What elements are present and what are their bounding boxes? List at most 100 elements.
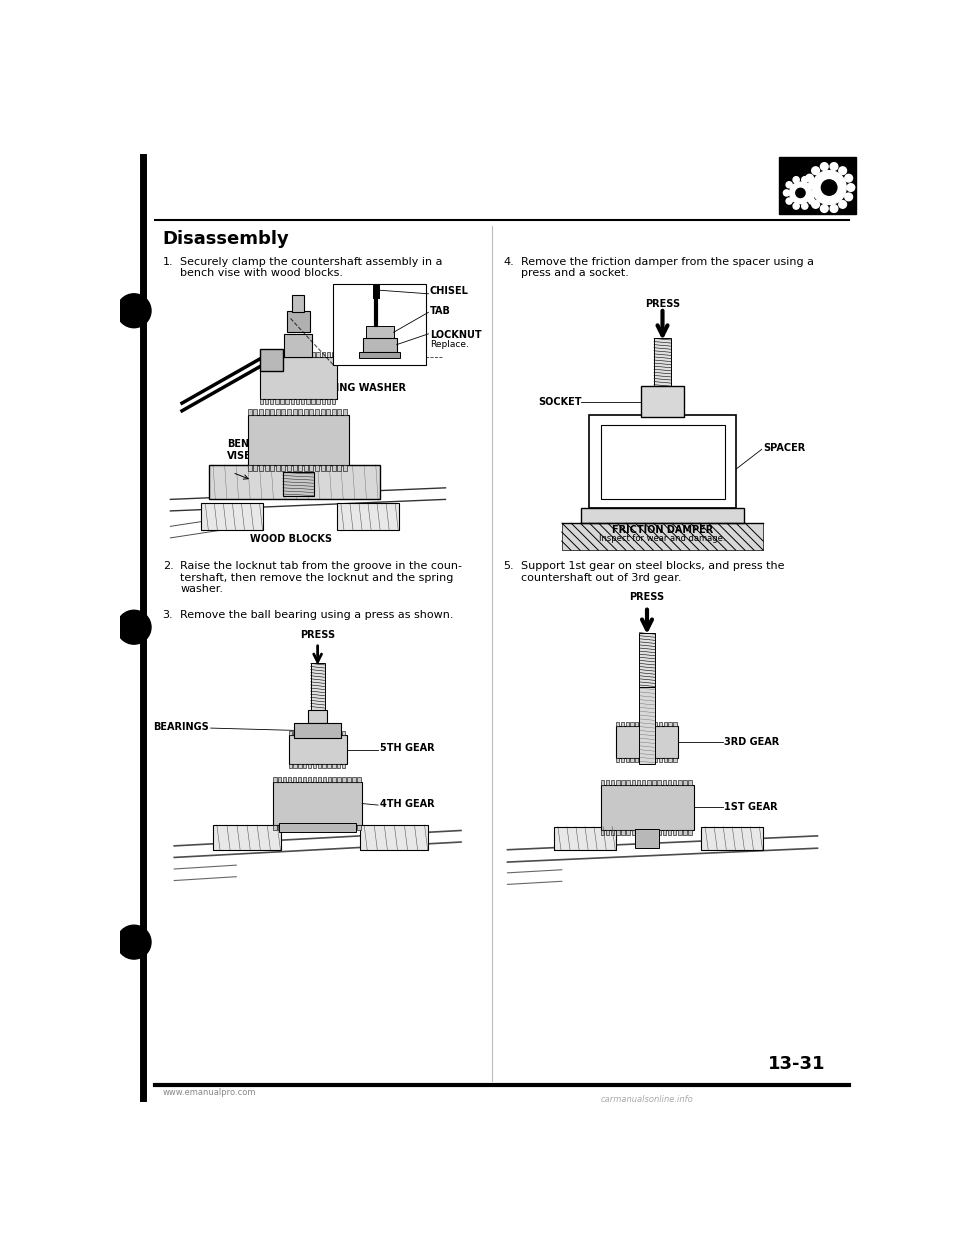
Bar	[273, 777, 276, 782]
Bar	[308, 732, 311, 735]
Bar	[289, 764, 292, 768]
Bar	[332, 399, 335, 404]
Bar	[626, 830, 630, 835]
Bar	[636, 722, 638, 725]
Bar	[299, 409, 302, 415]
Circle shape	[812, 170, 846, 205]
Bar	[317, 399, 320, 404]
Bar	[652, 780, 656, 785]
Bar	[318, 777, 321, 782]
Bar	[309, 409, 313, 415]
Bar	[641, 386, 684, 417]
Bar	[259, 356, 337, 399]
Bar	[313, 764, 316, 768]
Bar	[271, 409, 275, 415]
Text: carmanualsonline.info: carmanualsonline.info	[601, 1094, 693, 1104]
Circle shape	[821, 163, 828, 170]
Bar	[581, 508, 744, 523]
Text: Inspect for wear and damage.: Inspect for wear and damage.	[599, 534, 726, 543]
Text: www.emanualpro.com: www.emanualpro.com	[162, 1088, 256, 1098]
Bar	[287, 310, 310, 333]
Text: Support 1st gear on steel blocks, and press the: Support 1st gear on steel blocks, and pr…	[521, 561, 785, 571]
Bar	[283, 825, 286, 830]
Text: Disassembly: Disassembly	[162, 230, 289, 248]
Bar	[332, 465, 336, 471]
Bar	[337, 732, 341, 735]
Bar	[327, 732, 330, 735]
Bar	[611, 780, 614, 785]
Circle shape	[845, 193, 852, 201]
Bar	[606, 780, 610, 785]
Bar	[659, 758, 662, 761]
Bar	[281, 409, 285, 415]
Bar	[621, 758, 624, 761]
Bar	[295, 723, 341, 738]
Bar	[343, 777, 346, 782]
Bar	[337, 825, 341, 830]
Circle shape	[812, 200, 820, 209]
Bar	[280, 353, 284, 356]
Bar	[342, 732, 346, 735]
Bar	[323, 732, 325, 735]
Bar	[318, 764, 321, 768]
Bar	[303, 764, 306, 768]
Circle shape	[793, 176, 800, 183]
Bar	[337, 764, 341, 768]
Text: Replace.: Replace.	[430, 340, 468, 349]
Text: BEARINGS: BEARINGS	[154, 722, 209, 732]
Text: PRESS: PRESS	[645, 299, 680, 309]
Bar	[323, 777, 326, 782]
Bar	[588, 416, 736, 508]
Bar	[326, 353, 330, 356]
Text: press and a socket.: press and a socket.	[521, 268, 630, 278]
Circle shape	[802, 176, 808, 183]
Bar	[621, 722, 624, 725]
Bar	[326, 399, 330, 404]
Bar	[348, 777, 350, 782]
Bar	[601, 830, 604, 835]
Bar	[632, 780, 636, 785]
Bar	[306, 399, 310, 404]
Bar	[289, 735, 347, 764]
Bar	[332, 825, 336, 830]
Bar	[616, 780, 619, 785]
Bar	[281, 465, 285, 471]
Circle shape	[117, 294, 151, 328]
Bar	[644, 758, 648, 761]
Bar	[621, 830, 625, 835]
Bar	[265, 353, 268, 356]
Bar	[298, 825, 301, 830]
Bar	[259, 465, 263, 471]
Bar	[649, 758, 653, 761]
Text: 1.: 1.	[162, 257, 173, 267]
Bar	[688, 830, 692, 835]
Circle shape	[839, 200, 847, 209]
Bar	[684, 780, 686, 785]
Circle shape	[805, 193, 813, 201]
Bar	[626, 722, 629, 725]
Bar	[306, 353, 310, 356]
Bar	[667, 780, 671, 785]
Bar	[294, 732, 297, 735]
Bar	[616, 725, 678, 758]
Bar	[642, 830, 645, 835]
Text: 5TH GEAR: 5TH GEAR	[379, 743, 434, 753]
Circle shape	[808, 197, 815, 204]
Bar	[253, 465, 257, 471]
Bar	[294, 764, 297, 768]
Bar	[678, 780, 682, 785]
Bar	[644, 722, 648, 725]
Bar	[293, 465, 297, 471]
Bar	[259, 409, 263, 415]
Bar	[678, 830, 682, 835]
Bar	[332, 732, 336, 735]
Text: 1ST GEAR: 1ST GEAR	[725, 802, 779, 812]
Bar	[303, 732, 306, 735]
Bar	[315, 409, 319, 415]
Bar	[276, 409, 279, 415]
Bar	[202, 503, 263, 530]
Text: TAB: TAB	[430, 306, 451, 315]
Circle shape	[812, 166, 820, 175]
Bar	[288, 777, 292, 782]
Bar	[654, 339, 671, 388]
